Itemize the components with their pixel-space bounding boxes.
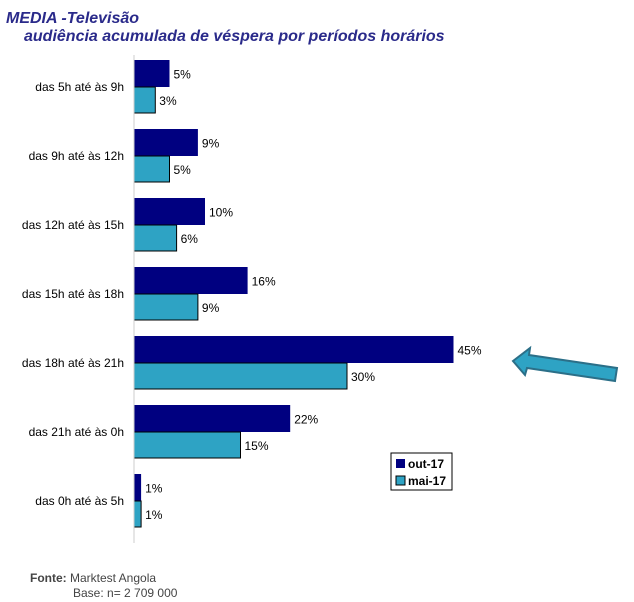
data-label-out-17: 45% — [458, 344, 482, 358]
data-label-mai-17: 3% — [159, 94, 177, 108]
bar-mai-17 — [133, 155, 170, 183]
footer-source: Fonte: Marktest Angola — [30, 571, 156, 585]
source-value: Marktest Angola — [70, 571, 157, 585]
legend-swatch-out-17 — [396, 459, 405, 468]
bar-out-17 — [134, 405, 291, 432]
category-label: das 5h até às 9h — [35, 80, 124, 94]
footer-base: Base: n= 2 709 000 — [73, 586, 178, 600]
data-label-mai-17: 9% — [202, 301, 220, 315]
chart-title: MEDIA -Televisão — [6, 10, 140, 27]
data-label-out-17: 9% — [202, 137, 220, 151]
data-label-out-17: 22% — [294, 413, 318, 427]
arrow-left-icon — [511, 345, 619, 383]
legend: out-17 mai-17 — [390, 452, 453, 491]
data-label-mai-17: 6% — [181, 232, 199, 246]
legend-swatch-mai-17 — [395, 475, 406, 486]
bar-mai-17 — [133, 500, 142, 528]
data-label-mai-17: 5% — [174, 163, 192, 177]
category-label: das 15h até às 18h — [22, 287, 124, 301]
legend-label-out-17: out-17 — [408, 457, 444, 471]
data-label-out-17: 10% — [209, 206, 233, 220]
bar-mai-17 — [133, 224, 178, 252]
bar-mai-17 — [133, 431, 241, 459]
category-label: das 18h até às 21h — [22, 356, 124, 370]
category-label: das 12h até às 15h — [22, 218, 124, 232]
bar-mai-17 — [133, 293, 199, 321]
bar-mai-17 — [133, 362, 348, 390]
data-label-out-17: 5% — [174, 68, 192, 82]
data-label-out-17: 16% — [252, 275, 276, 289]
bar-out-17 — [134, 198, 205, 225]
bar-mai-17 — [133, 86, 156, 114]
data-label-mai-17: 1% — [145, 508, 163, 522]
legend-label-mai-17: mai-17 — [408, 474, 446, 488]
bar-out-17 — [134, 267, 248, 294]
category-label: das 9h até às 12h — [29, 149, 124, 163]
data-label-mai-17: 30% — [351, 370, 375, 384]
bar-out-17 — [134, 336, 454, 363]
source-label: Fonte: — [30, 571, 67, 585]
data-label-mai-17: 15% — [245, 439, 269, 453]
bar-out-17 — [134, 129, 198, 156]
data-label-out-17: 1% — [145, 482, 163, 496]
category-label: das 0h até às 5h — [35, 494, 124, 508]
bar-out-17 — [134, 60, 170, 87]
chart-subtitle: audiência acumulada de véspera por perío… — [24, 28, 445, 45]
bar-out-17 — [134, 474, 142, 501]
category-label: das 21h até às 0h — [29, 425, 124, 439]
